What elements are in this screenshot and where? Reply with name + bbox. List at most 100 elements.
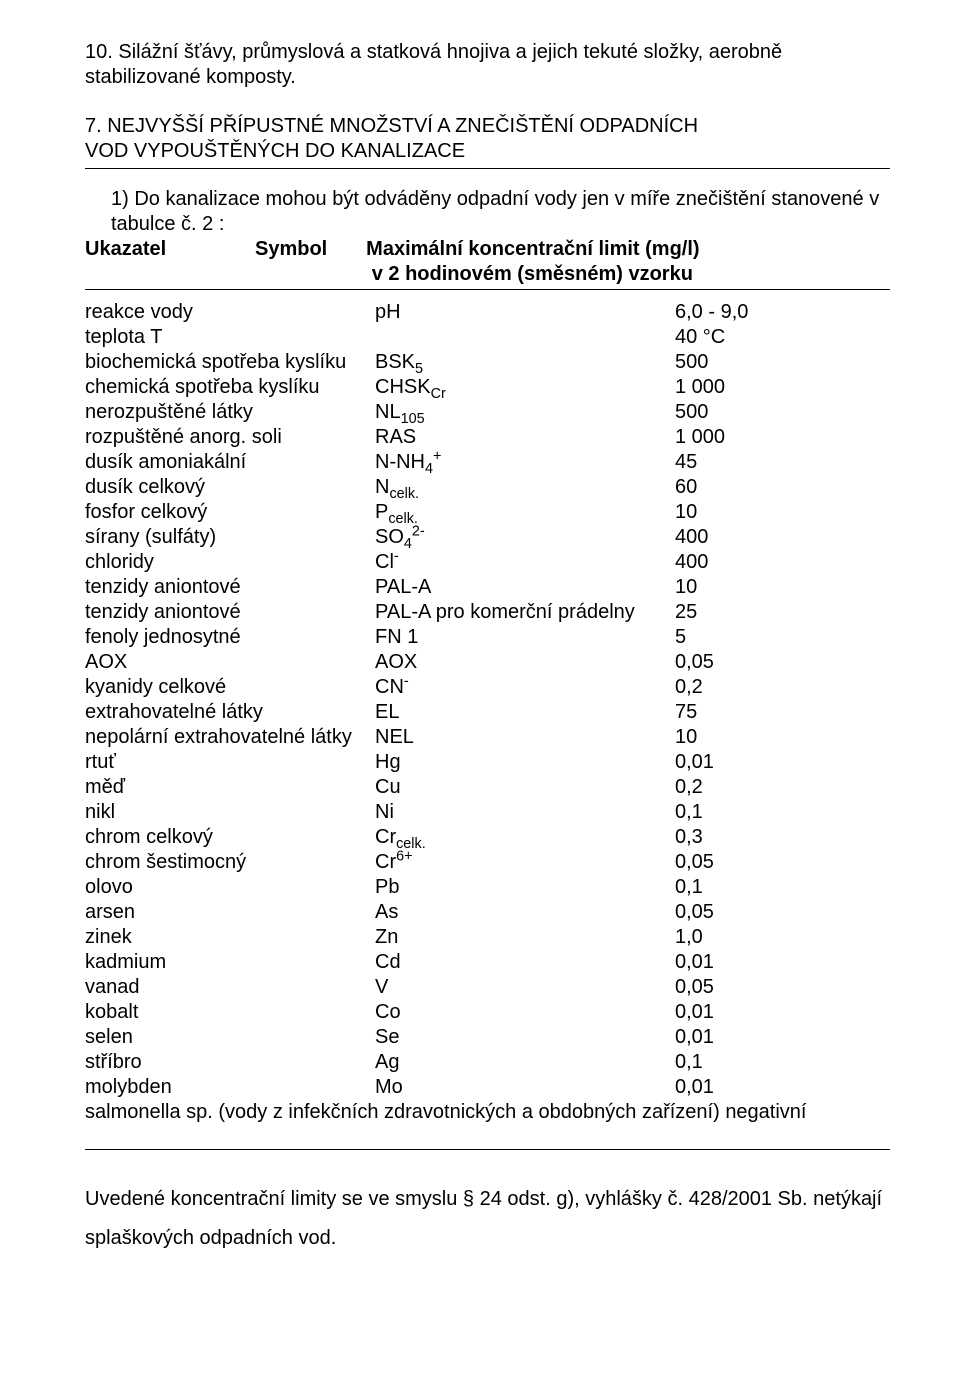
row-limit: 0,01 [675, 1075, 795, 1100]
row-limit: 0,05 [675, 850, 795, 875]
row-symbol: RAS [375, 425, 675, 450]
row-limit: 60 [675, 475, 795, 500]
table-row: měďCu0,2 [85, 775, 890, 800]
row-limit: 0,01 [675, 1025, 795, 1050]
row-limit: 0,3 [675, 825, 795, 850]
heading-line2: VOD VYPOUŠTĚNÝCH DO KANALIZACE [85, 140, 465, 162]
row-symbol: V [375, 975, 675, 1000]
row-symbol: PAL-A [375, 575, 675, 600]
row-symbol: Se [375, 1025, 675, 1050]
row-indicator: biochemická spotřeba kyslíku [85, 350, 375, 375]
row-symbol: BSK5 [375, 350, 675, 375]
row-limit: 45 [675, 450, 795, 475]
row-indicator: AOX [85, 650, 375, 675]
table-row: chrom šestimocnýCr6+0,05 [85, 850, 890, 875]
row-limit: 0,01 [675, 950, 795, 975]
table-row: rtuťHg0,01 [85, 750, 890, 775]
row-symbol: As [375, 900, 675, 925]
row-indicator: měď [85, 775, 375, 800]
table-row: selenSe0,01 [85, 1025, 890, 1050]
table-row: kobaltCo0,01 [85, 1000, 890, 1025]
row-limit: 5 [675, 625, 795, 650]
row-indicator: teplota T [85, 325, 375, 350]
row-limit: 6,0 - 9,0 [675, 300, 795, 325]
row-symbol: Ni [375, 800, 675, 825]
row-limit: 25 [675, 600, 795, 625]
row-symbol: Co [375, 1000, 675, 1025]
row-indicator: kobalt [85, 1000, 375, 1025]
row-symbol: Ncelk. [375, 475, 675, 500]
table-row: stříbroAg0,1 [85, 1050, 890, 1075]
row-indicator: rtuť [85, 750, 375, 775]
row-symbol: Mo [375, 1075, 675, 1100]
row-limit: 0,01 [675, 750, 795, 775]
row-indicator: fenoly jednosytné [85, 625, 375, 650]
table-end-rule [85, 1149, 890, 1150]
intro-paragraph: 10. Silážní šťávy, průmyslová a statková… [85, 40, 890, 90]
table-row: extrahovatelné látkyEL75 [85, 700, 890, 725]
row-limit: 500 [675, 350, 795, 375]
row-indicator: molybden [85, 1075, 375, 1100]
row-indicator: selen [85, 1025, 375, 1050]
header-limit-b: v 2 hodinovém (směsném) vzorku [372, 263, 693, 285]
table-row: nepolární extrahovatelné látkyNEL10 [85, 725, 890, 750]
row-limit: 75 [675, 700, 795, 725]
row-symbol: NEL [375, 725, 675, 750]
row-symbol: Hg [375, 750, 675, 775]
table-row: chloridyCl-400 [85, 550, 890, 575]
table-row: chemická spotřeba kyslíkuCHSKCr1 000 [85, 375, 890, 400]
row-limit: 0,05 [675, 650, 795, 675]
row-limit: 0,2 [675, 675, 795, 700]
row-limit: 0,1 [675, 875, 795, 900]
row-indicator: nikl [85, 800, 375, 825]
row-symbol: PAL-A pro komerční prádelny [375, 600, 675, 625]
table-row: sírany (sulfáty)SO42-400 [85, 525, 890, 550]
row-indicator: extrahovatelné látky [85, 700, 375, 725]
row-symbol: AOX [375, 650, 675, 675]
row-indicator: chloridy [85, 550, 375, 575]
header-underline [85, 289, 890, 290]
row-indicator: fosfor celkový [85, 500, 375, 525]
row-limit: 0,05 [675, 900, 795, 925]
row-indicator: chrom šestimocný [85, 850, 375, 875]
row-symbol: EL [375, 700, 675, 725]
row-symbol: Pcelk. [375, 500, 675, 525]
row-symbol: CHSKCr [375, 375, 675, 400]
row-limit: 40 °C [675, 325, 795, 350]
footer-paragraph: Uvedené koncentrační limity se ve smyslu… [85, 1180, 890, 1258]
table-last-row: salmonella sp. (vody z infekčních zdravo… [85, 1100, 890, 1125]
table-row: tenzidy aniontovéPAL-A pro komerční prád… [85, 600, 890, 625]
row-indicator: tenzidy aniontové [85, 575, 375, 600]
row-limit: 0,05 [675, 975, 795, 1000]
row-indicator: chemická spotřeba kyslíku [85, 375, 375, 400]
table-row: dusík amoniakálníN-NH4+45 [85, 450, 890, 475]
row-symbol: Crcelk. [375, 825, 675, 850]
row-indicator: stříbro [85, 1050, 375, 1075]
header-symbol: Symbol [255, 238, 327, 260]
table-row: vanadV0,05 [85, 975, 890, 1000]
row-symbol: Cu [375, 775, 675, 800]
row-limit: 1,0 [675, 925, 795, 950]
table-row: chrom celkovýCrcelk.0,3 [85, 825, 890, 850]
row-limit: 0,2 [675, 775, 795, 800]
row-limit: 400 [675, 525, 795, 550]
row-symbol: pH [375, 300, 675, 325]
row-symbol: NL105 [375, 400, 675, 425]
table-row: kyanidy celkovéCN-0,2 [85, 675, 890, 700]
table-row: reakce vodypH6,0 - 9,0 [85, 300, 890, 325]
row-symbol: Cl- [375, 550, 675, 575]
row-indicator: chrom celkový [85, 825, 375, 850]
table-row: nerozpuštěné látkyNL105500 [85, 400, 890, 425]
row-indicator: kadmium [85, 950, 375, 975]
table-row: dusík celkovýNcelk.60 [85, 475, 890, 500]
row-symbol: FN 1 [375, 625, 675, 650]
row-indicator: sírany (sulfáty) [85, 525, 375, 550]
table-row: zinekZn1,0 [85, 925, 890, 950]
row-limit: 10 [675, 725, 795, 750]
row-indicator: zinek [85, 925, 375, 950]
heading-rule [85, 168, 890, 169]
table-row: rozpuštěné anorg. soliRAS1 000 [85, 425, 890, 450]
row-symbol: Zn [375, 925, 675, 950]
row-indicator: vanad [85, 975, 375, 1000]
row-symbol: SO42- [375, 525, 675, 550]
